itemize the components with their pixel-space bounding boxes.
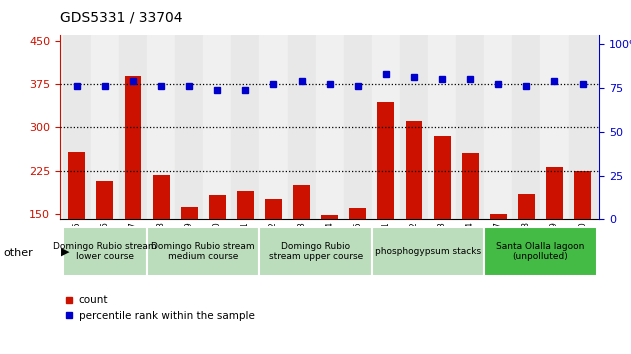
Bar bbox=[259, 227, 372, 276]
Bar bbox=[97, 181, 114, 300]
Bar bbox=[372, 227, 484, 276]
Bar bbox=[293, 185, 310, 300]
Bar bbox=[456, 35, 484, 219]
Text: GDS5331 / 33704: GDS5331 / 33704 bbox=[60, 11, 182, 25]
Bar bbox=[316, 35, 344, 219]
Text: Domingo Rubio
stream upper course: Domingo Rubio stream upper course bbox=[269, 242, 363, 261]
Text: Domingo Rubio stream
medium course: Domingo Rubio stream medium course bbox=[151, 242, 255, 261]
Bar bbox=[265, 199, 282, 300]
Bar bbox=[62, 35, 91, 219]
Bar bbox=[462, 153, 479, 300]
Bar bbox=[124, 76, 141, 300]
Bar bbox=[119, 35, 147, 219]
Bar bbox=[406, 120, 422, 300]
Bar bbox=[490, 214, 507, 300]
Bar bbox=[484, 227, 597, 276]
Bar bbox=[203, 35, 232, 219]
Text: other: other bbox=[3, 248, 33, 258]
Text: ▶: ▶ bbox=[61, 246, 69, 256]
Bar bbox=[62, 227, 147, 276]
Bar bbox=[209, 195, 226, 300]
Text: Santa Olalla lagoon
(unpolluted): Santa Olalla lagoon (unpolluted) bbox=[496, 242, 585, 261]
Bar bbox=[350, 208, 366, 300]
Bar bbox=[546, 167, 563, 300]
Legend: count, percentile rank within the sample: count, percentile rank within the sample bbox=[65, 296, 254, 321]
Bar bbox=[147, 227, 259, 276]
Bar bbox=[321, 215, 338, 300]
Bar bbox=[400, 35, 428, 219]
Bar bbox=[232, 35, 259, 219]
Bar bbox=[68, 152, 85, 300]
Bar bbox=[569, 35, 597, 219]
Bar bbox=[175, 35, 203, 219]
Bar bbox=[147, 35, 175, 219]
Text: phosphogypsum stacks: phosphogypsum stacks bbox=[375, 247, 481, 256]
Bar bbox=[433, 136, 451, 300]
Bar bbox=[344, 35, 372, 219]
Bar bbox=[237, 191, 254, 300]
Bar bbox=[512, 35, 540, 219]
Bar bbox=[91, 35, 119, 219]
Bar bbox=[180, 207, 198, 300]
Bar bbox=[428, 35, 456, 219]
Bar bbox=[484, 35, 512, 219]
Bar bbox=[153, 175, 170, 300]
Text: Domingo Rubio stream
lower course: Domingo Rubio stream lower course bbox=[53, 242, 156, 261]
Bar bbox=[377, 102, 394, 300]
Bar bbox=[540, 35, 569, 219]
Bar bbox=[259, 35, 288, 219]
Bar bbox=[574, 171, 591, 300]
Bar bbox=[288, 35, 316, 219]
Bar bbox=[518, 194, 535, 300]
Bar bbox=[372, 35, 400, 219]
